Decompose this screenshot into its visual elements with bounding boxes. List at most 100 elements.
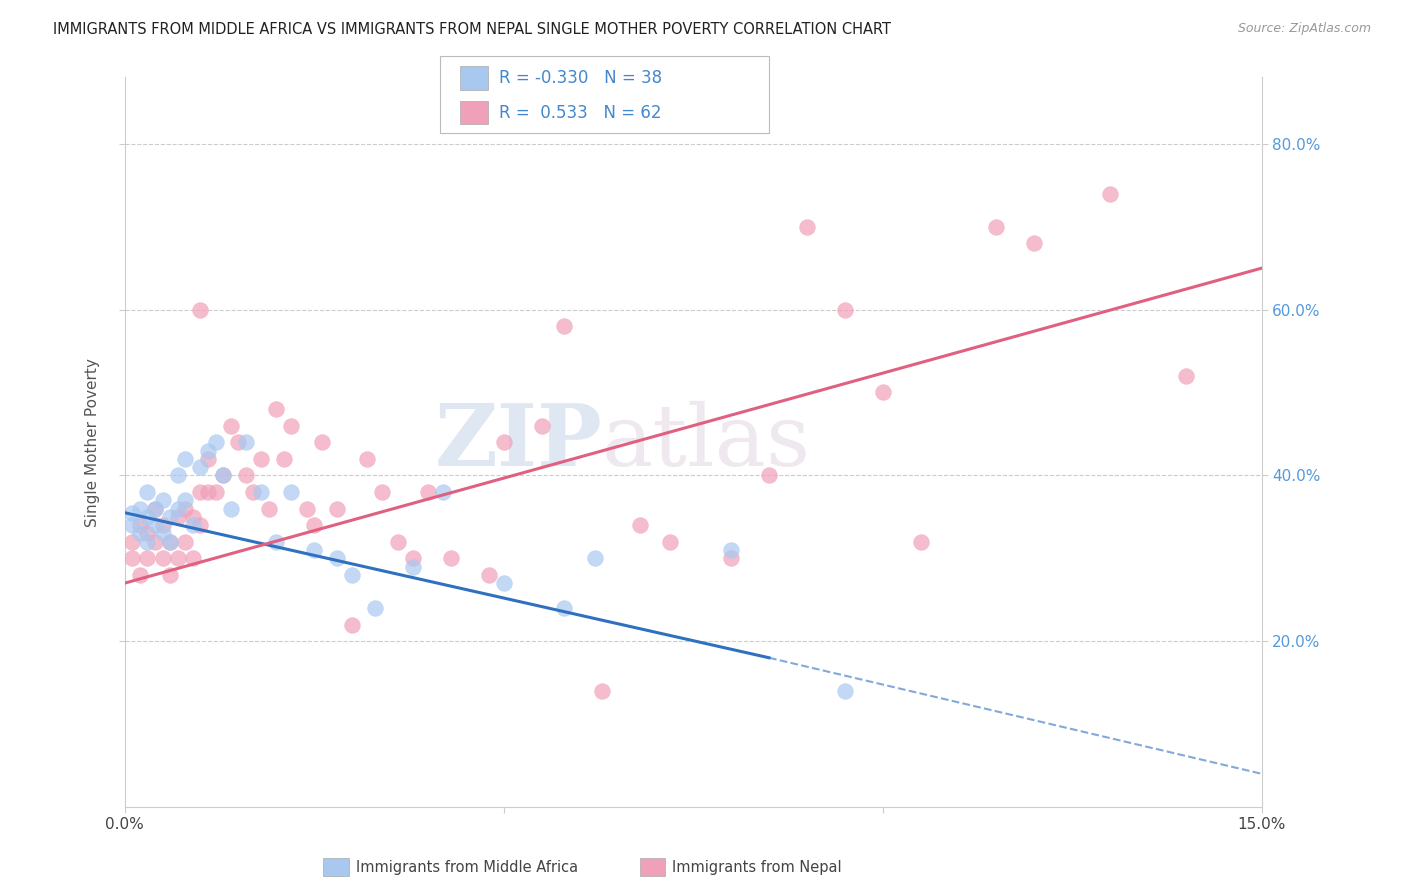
- Point: [197, 451, 219, 466]
- Point: [1175, 368, 1198, 383]
- Point: [212, 468, 235, 483]
- Point: [235, 468, 257, 483]
- Point: [159, 509, 181, 524]
- Point: [121, 506, 143, 520]
- Point: [121, 551, 143, 566]
- Text: R =  0.533   N = 62: R = 0.533 N = 62: [499, 103, 662, 122]
- Text: atlas: atlas: [602, 401, 811, 483]
- Point: [159, 567, 181, 582]
- Point: [492, 435, 515, 450]
- Point: [416, 485, 439, 500]
- Point: [872, 385, 894, 400]
- Point: [143, 534, 166, 549]
- Point: [121, 518, 143, 533]
- Point: [371, 485, 394, 500]
- Point: [280, 418, 302, 433]
- Point: [553, 319, 575, 334]
- Point: [387, 534, 409, 549]
- Point: [1024, 236, 1046, 251]
- Text: R = -0.330   N = 38: R = -0.330 N = 38: [499, 69, 662, 87]
- Text: IMMIGRANTS FROM MIDDLE AFRICA VS IMMIGRANTS FROM NEPAL SINGLE MOTHER POVERTY COR: IMMIGRANTS FROM MIDDLE AFRICA VS IMMIGRA…: [53, 22, 891, 37]
- Point: [340, 617, 363, 632]
- Point: [295, 501, 318, 516]
- Point: [197, 443, 219, 458]
- Point: [174, 501, 197, 516]
- Point: [553, 601, 575, 615]
- Point: [326, 551, 349, 566]
- Point: [190, 518, 212, 533]
- Text: Source: ZipAtlas.com: Source: ZipAtlas.com: [1237, 22, 1371, 36]
- Point: [136, 551, 159, 566]
- Point: [228, 435, 250, 450]
- Point: [250, 485, 273, 500]
- Point: [143, 518, 166, 533]
- Point: [166, 509, 188, 524]
- Point: [492, 576, 515, 591]
- Point: [159, 534, 181, 549]
- Point: [181, 551, 204, 566]
- Point: [356, 451, 378, 466]
- Point: [242, 485, 264, 500]
- Point: [364, 601, 387, 615]
- Point: [136, 509, 159, 524]
- Point: [402, 559, 425, 574]
- Point: [136, 526, 159, 541]
- Point: [910, 534, 932, 549]
- Point: [235, 435, 257, 450]
- Point: [128, 518, 150, 533]
- Point: [326, 501, 349, 516]
- Point: [174, 534, 197, 549]
- Point: [128, 501, 150, 516]
- Point: [204, 435, 226, 450]
- Point: [121, 534, 143, 549]
- Point: [143, 501, 166, 516]
- Point: [273, 451, 295, 466]
- Point: [302, 518, 325, 533]
- Point: [583, 551, 606, 566]
- Text: Immigrants from Middle Africa: Immigrants from Middle Africa: [356, 860, 578, 874]
- Point: [720, 543, 742, 558]
- Point: [190, 302, 212, 317]
- Point: [439, 551, 461, 566]
- Text: ZIP: ZIP: [434, 401, 602, 484]
- Point: [166, 501, 188, 516]
- Point: [659, 534, 682, 549]
- Point: [219, 418, 242, 433]
- Point: [311, 435, 333, 450]
- Point: [204, 485, 226, 500]
- Point: [720, 551, 742, 566]
- Point: [174, 493, 197, 508]
- Point: [190, 460, 212, 475]
- Point: [834, 302, 856, 317]
- Point: [166, 551, 188, 566]
- Point: [152, 518, 174, 533]
- Point: [166, 468, 188, 483]
- Point: [174, 451, 197, 466]
- Point: [181, 509, 204, 524]
- Point: [264, 534, 287, 549]
- Point: [591, 684, 613, 698]
- Point: [190, 485, 212, 500]
- Point: [1099, 186, 1122, 201]
- Point: [432, 485, 454, 500]
- Point: [257, 501, 280, 516]
- Point: [628, 518, 651, 533]
- Point: [136, 534, 159, 549]
- Point: [280, 485, 302, 500]
- Point: [986, 219, 1008, 234]
- Point: [477, 567, 499, 582]
- Point: [152, 526, 174, 541]
- Point: [128, 567, 150, 582]
- Point: [212, 468, 235, 483]
- Point: [128, 526, 150, 541]
- Point: [250, 451, 273, 466]
- Y-axis label: Single Mother Poverty: Single Mother Poverty: [86, 358, 100, 526]
- Point: [796, 219, 818, 234]
- Point: [402, 551, 425, 566]
- Point: [530, 418, 553, 433]
- Point: [159, 534, 181, 549]
- Point: [219, 501, 242, 516]
- Point: [152, 493, 174, 508]
- Point: [143, 501, 166, 516]
- Point: [302, 543, 325, 558]
